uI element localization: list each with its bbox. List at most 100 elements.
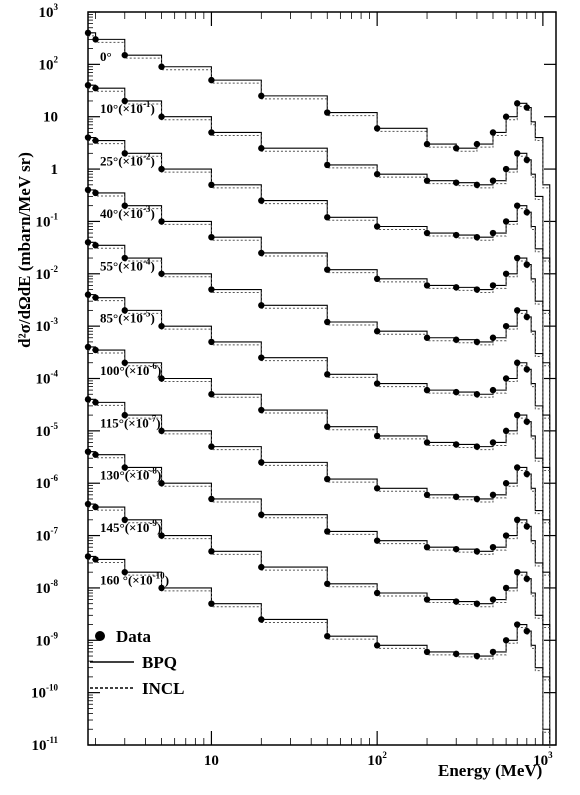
data-point xyxy=(453,650,460,658)
incl-curve-9 xyxy=(88,506,551,748)
curve-label-6: 100°(×10-6) xyxy=(100,361,161,378)
data-point xyxy=(324,423,331,430)
data-point xyxy=(208,600,215,607)
data-point xyxy=(489,648,497,656)
data-point xyxy=(258,459,265,466)
curve-label-3: 40°(×10-3) xyxy=(100,204,155,221)
data-point xyxy=(489,129,497,136)
data-point xyxy=(473,495,481,503)
legend-label-incl: INCL xyxy=(142,679,185,698)
data-point xyxy=(92,242,99,249)
data-point xyxy=(514,254,521,262)
data-point xyxy=(84,134,92,141)
data-point xyxy=(514,621,521,628)
data-point xyxy=(324,318,331,326)
data-point xyxy=(453,231,460,239)
data-point xyxy=(502,165,510,173)
data-point xyxy=(92,556,99,563)
data-point xyxy=(453,336,460,343)
data-point xyxy=(92,451,99,458)
data-point xyxy=(514,150,521,157)
data-point xyxy=(453,284,460,291)
data-point xyxy=(208,129,215,136)
data-point xyxy=(324,632,331,640)
data-point xyxy=(158,480,165,487)
data-point xyxy=(208,391,215,398)
data-point xyxy=(523,209,531,216)
legend-marker-data xyxy=(95,631,105,641)
curve-label-1: 10°(×10-1) xyxy=(100,99,155,116)
data-point xyxy=(121,307,128,314)
data-point xyxy=(208,443,215,450)
data-point xyxy=(92,503,99,511)
curve-label-4: 55°(×10-4) xyxy=(100,256,155,273)
data-point xyxy=(423,140,431,148)
data-point xyxy=(121,464,128,471)
legend-label-data: Data xyxy=(116,627,151,646)
data-point xyxy=(84,291,92,298)
y-tick-label: 10-4 xyxy=(36,369,59,388)
data-point xyxy=(121,568,128,576)
x-tick-label: 103 xyxy=(533,750,553,769)
data-point xyxy=(324,475,331,483)
data-point xyxy=(121,97,128,105)
data-point xyxy=(258,616,265,623)
data-point xyxy=(489,334,497,341)
y-tick-label: 10-8 xyxy=(36,578,59,597)
data-point xyxy=(489,282,497,289)
data-point xyxy=(453,545,460,553)
data-point xyxy=(514,100,521,107)
data-point xyxy=(258,406,265,414)
data-point xyxy=(514,516,521,524)
data-point xyxy=(84,396,92,403)
data-point xyxy=(258,302,265,309)
data-point xyxy=(373,223,381,230)
data-point xyxy=(473,548,481,555)
data-point xyxy=(258,145,265,152)
data-point xyxy=(324,161,331,169)
bpq-curve-10 xyxy=(88,555,551,745)
data-point xyxy=(258,511,265,518)
data-point xyxy=(84,186,92,194)
data-point xyxy=(514,464,521,471)
data-point xyxy=(84,448,92,455)
x-tick-label: 102 xyxy=(367,750,387,769)
y-tick-label: 103 xyxy=(39,2,59,21)
data-point xyxy=(453,441,460,448)
data-point xyxy=(373,170,381,178)
data-point xyxy=(453,493,460,501)
data-point xyxy=(92,189,99,197)
y-tick-label: 1 xyxy=(51,162,59,178)
data-point xyxy=(423,177,431,184)
data-point xyxy=(523,261,531,268)
data-point xyxy=(453,179,460,186)
data-point xyxy=(423,543,431,551)
data-point xyxy=(324,266,331,273)
data-point xyxy=(489,491,497,499)
data-point xyxy=(502,532,510,539)
data-point xyxy=(514,359,521,366)
data-point xyxy=(473,391,481,398)
data-point xyxy=(373,537,381,544)
data-point xyxy=(373,328,381,335)
data-point xyxy=(121,202,128,209)
data-point xyxy=(92,137,99,144)
data-point xyxy=(208,181,215,189)
series-layer xyxy=(84,29,551,748)
y-tick-label: 10-11 xyxy=(31,735,58,754)
data-point xyxy=(423,282,431,289)
data-point xyxy=(84,81,92,89)
data-point xyxy=(523,366,531,373)
data-point xyxy=(502,113,510,120)
data-point xyxy=(453,598,460,605)
data-point xyxy=(502,637,510,644)
data-point xyxy=(258,92,265,100)
data-point xyxy=(523,104,531,111)
data-point xyxy=(373,432,381,440)
data-point xyxy=(453,145,460,152)
data-point xyxy=(502,218,510,225)
data-point xyxy=(502,480,510,487)
data-point xyxy=(514,202,521,209)
